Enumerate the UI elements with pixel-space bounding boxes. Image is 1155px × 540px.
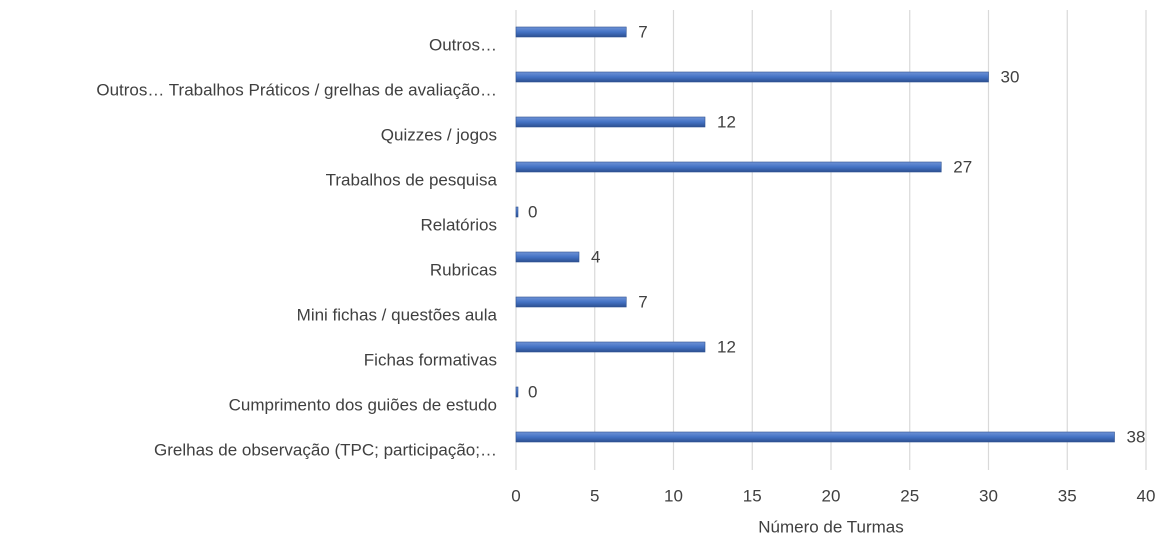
x-tick-label: 35 bbox=[1058, 486, 1077, 505]
value-label: 38 bbox=[1127, 427, 1146, 446]
y-tick-label: Mini fichas / questões aula bbox=[297, 305, 498, 324]
value-label: 0 bbox=[528, 202, 537, 221]
y-tick-label: Relatórios bbox=[420, 215, 497, 234]
x-tick-label: 0 bbox=[511, 486, 520, 505]
value-label: 27 bbox=[953, 157, 972, 176]
bar bbox=[515, 26, 627, 38]
bar bbox=[515, 251, 580, 263]
bar bbox=[515, 296, 627, 308]
bar bbox=[515, 161, 942, 173]
bar bbox=[515, 71, 989, 83]
x-axis-title: Número de Turmas bbox=[758, 517, 904, 536]
y-tick-label: Grelhas de observação (TPC; participação… bbox=[154, 440, 497, 459]
value-label: 7 bbox=[638, 22, 647, 41]
y-tick-label: Quizzes / jogos bbox=[381, 125, 497, 144]
y-tick-label: Outros… Trabalhos Práticos / grelhas de … bbox=[96, 80, 497, 99]
y-tick-label: Fichas formativas bbox=[364, 350, 497, 369]
y-tick-label: Rubricas bbox=[430, 260, 497, 279]
x-tick-label: 20 bbox=[822, 486, 841, 505]
y-tick-label: Cumprimento dos guiões de estudo bbox=[229, 395, 497, 414]
bar bbox=[515, 386, 519, 398]
value-label: 12 bbox=[717, 112, 736, 131]
y-tick-label: Outros… bbox=[429, 35, 497, 54]
value-label: 12 bbox=[717, 337, 736, 356]
x-tick-label: 10 bbox=[664, 486, 683, 505]
x-tick-label: 15 bbox=[743, 486, 762, 505]
value-label: 7 bbox=[638, 292, 647, 311]
bar bbox=[515, 116, 706, 128]
x-tick-label: 25 bbox=[900, 486, 919, 505]
value-label: 30 bbox=[1001, 67, 1020, 86]
x-tick-label: 30 bbox=[979, 486, 998, 505]
x-tick-label: 40 bbox=[1137, 486, 1155, 505]
y-tick-label: Trabalhos de pesquisa bbox=[326, 170, 498, 189]
bar bbox=[515, 341, 706, 353]
value-label: 4 bbox=[591, 247, 600, 266]
x-tick-label: 5 bbox=[590, 486, 599, 505]
bar bbox=[515, 206, 519, 218]
bar bbox=[515, 431, 1115, 443]
value-label: 0 bbox=[528, 382, 537, 401]
